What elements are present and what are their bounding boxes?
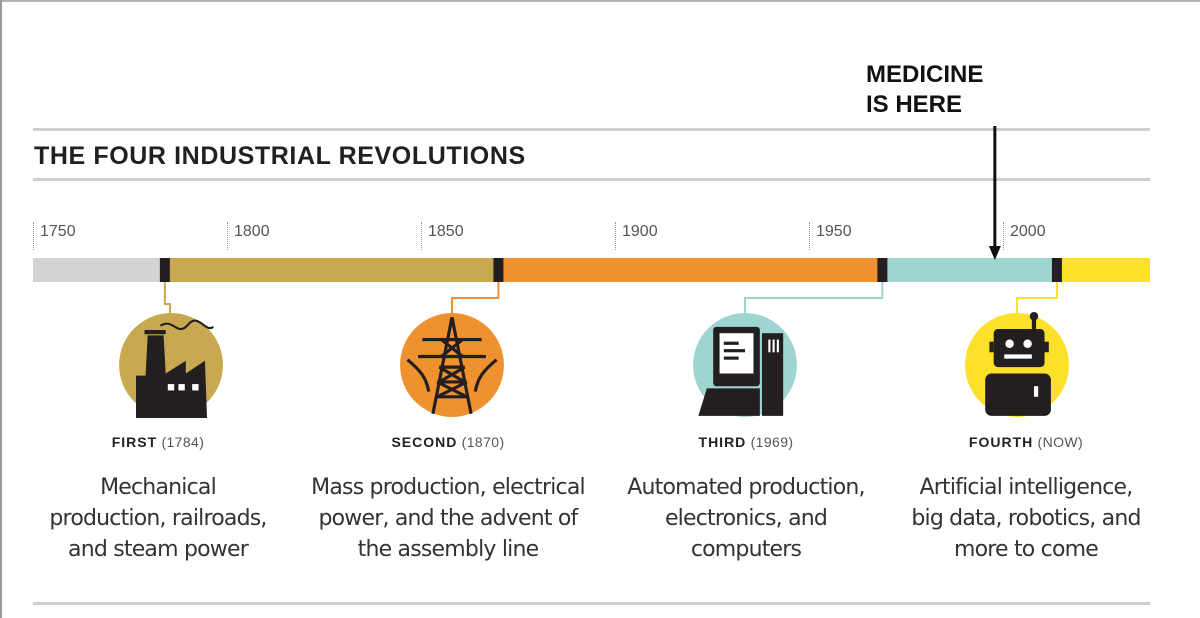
connector-line-first xyxy=(163,282,171,314)
timeline-segment-third xyxy=(882,258,1057,282)
fourth-ordinal: FOURTH xyxy=(968,434,1034,450)
fourth-revolution-description: Artificial intelligence, big data, robot… xyxy=(876,472,1176,565)
fourth-revolution-label: FOURTH (NOW) xyxy=(876,434,1176,450)
first-revolution-label: FIRST (1784) xyxy=(8,434,308,450)
third-revolution-label: THIRD (1969) xyxy=(596,434,896,450)
frame-left-border xyxy=(0,0,2,618)
axis-year-1800: 1800 xyxy=(227,222,270,250)
first-desc-line: production, railroads, xyxy=(49,506,267,531)
second-desc-line: the assembly line xyxy=(357,537,539,562)
third-year: (1969) xyxy=(750,434,794,450)
medicine-arrow-head xyxy=(988,246,1001,260)
third-revolution-description: Automated production, electronics, and c… xyxy=(596,472,896,565)
power-tower-icon xyxy=(400,313,504,417)
top-rule xyxy=(33,128,1150,131)
timeline-tick-first xyxy=(159,258,170,282)
second-desc-line: Mass production, electrical xyxy=(311,475,585,500)
timeline-tick-fourth xyxy=(1051,258,1062,282)
timeline-segment-fourth xyxy=(1056,258,1150,282)
timeline-diagram xyxy=(33,126,1150,314)
second-revolution-label: SECOND (1870) xyxy=(298,434,598,450)
title-rule xyxy=(33,178,1150,181)
third-desc-line: computers xyxy=(690,537,802,562)
third-desc-line: electronics, and xyxy=(664,506,828,531)
axis-year-1750: 1750 xyxy=(33,222,76,250)
fourth-desc-line: big data, robotics, and xyxy=(911,506,1141,531)
connector-line-second xyxy=(451,282,500,314)
timeline-tick-third xyxy=(877,258,888,282)
connector-line-third xyxy=(744,282,884,314)
robot-icon xyxy=(965,312,1069,417)
bottom-rule xyxy=(33,602,1150,605)
first-desc-line: Mechanical xyxy=(100,475,217,500)
timeline-segment-first xyxy=(164,258,499,282)
axis-year-2000: 2000 xyxy=(1003,222,1046,250)
second-revolution-description: Mass production, electrical power, and t… xyxy=(298,472,598,565)
frame-top-border xyxy=(0,0,1200,2)
first-year: (1784) xyxy=(161,434,205,450)
connector-line-fourth xyxy=(1016,282,1058,314)
first-revolution-description: Mechanical production, railroads, and st… xyxy=(8,472,308,565)
fourth-year: (NOW) xyxy=(1037,434,1084,450)
computer-icon xyxy=(693,313,797,417)
axis-year-1900: 1900 xyxy=(615,222,658,250)
first-ordinal: FIRST xyxy=(111,434,158,450)
medicine-callout: MEDICINE IS HERE xyxy=(866,60,983,120)
second-desc-line: power, and the advent of xyxy=(318,506,578,531)
second-year: (1870) xyxy=(461,434,505,450)
callout-line-2: IS HERE xyxy=(866,91,963,118)
timeline-segment-pre-industrial xyxy=(33,258,165,282)
second-ordinal: SECOND xyxy=(391,434,458,450)
timeline-segment-second xyxy=(498,258,883,282)
fourth-desc-line: Artificial intelligence, xyxy=(919,475,1134,500)
third-desc-line: Automated production, xyxy=(627,475,865,500)
third-ordinal: THIRD xyxy=(698,434,747,450)
axis-year-1850: 1850 xyxy=(421,222,464,250)
first-desc-line: and steam power xyxy=(68,537,249,562)
timeline-tick-second xyxy=(493,258,504,282)
axis-year-1950: 1950 xyxy=(809,222,852,250)
callout-line-1: MEDICINE xyxy=(866,61,984,88)
diagram-title: THE FOUR INDUSTRIAL REVOLUTIONS xyxy=(34,142,526,170)
factory-icon xyxy=(119,313,223,418)
fourth-desc-line: more to come xyxy=(954,537,1099,562)
